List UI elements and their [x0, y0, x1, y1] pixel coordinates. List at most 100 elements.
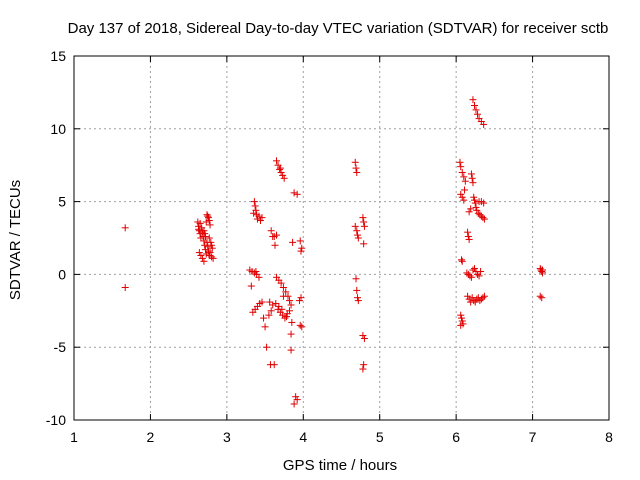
- data-point: [251, 202, 259, 210]
- data-point: [458, 168, 466, 176]
- data-point: [205, 217, 213, 225]
- data-point: [469, 266, 477, 274]
- data-point: [205, 247, 213, 255]
- chart-title: Day 137 of 2018, Sidereal Day-to-day VTE…: [68, 20, 609, 37]
- data-point: [471, 298, 479, 306]
- data-point: [203, 211, 211, 219]
- x-axis-label: GPS time / hours: [283, 457, 397, 474]
- y-tick-label: -5: [54, 339, 67, 355]
- data-point: [457, 163, 465, 171]
- x-tick-label: 8: [605, 429, 613, 445]
- data-point: [457, 190, 465, 198]
- data-point: [470, 265, 478, 273]
- data-point: [208, 253, 216, 261]
- data-point: [272, 300, 280, 308]
- data-point: [457, 321, 465, 329]
- data-point: [263, 343, 271, 351]
- data-point: [477, 295, 485, 303]
- data-point: [352, 164, 360, 172]
- data-point: [473, 206, 481, 214]
- y-tick-label: -10: [46, 412, 66, 428]
- data-point: [290, 400, 298, 408]
- data-point: [353, 168, 361, 176]
- data-point: [464, 270, 472, 278]
- data-point: [359, 214, 367, 222]
- data-point: [465, 295, 473, 303]
- data-point: [468, 294, 476, 302]
- data-point: [474, 270, 482, 278]
- data-point: [472, 203, 480, 211]
- data-point: [286, 297, 294, 305]
- data-point: [267, 307, 275, 315]
- data-point: [197, 251, 205, 259]
- data-point: [277, 279, 285, 287]
- data-point: [360, 334, 368, 342]
- data-point: [475, 272, 483, 280]
- y-tick-label: 0: [58, 266, 66, 282]
- data-point: [353, 286, 361, 294]
- data-point: [457, 314, 465, 322]
- data-point: [354, 231, 362, 239]
- data-point: [538, 267, 546, 275]
- y-tick-label: 10: [50, 121, 66, 137]
- data-point: [277, 168, 285, 176]
- data-point: [480, 199, 488, 207]
- data-point: [269, 233, 277, 241]
- data-point: [200, 257, 208, 265]
- data-point: [288, 318, 296, 326]
- x-tick-label: 3: [223, 429, 231, 445]
- data-point: [286, 307, 294, 315]
- y-axis-label: SDTVAR / TECUs: [7, 180, 24, 300]
- x-tick-label: 6: [452, 429, 460, 445]
- data-point: [298, 323, 306, 331]
- data-point: [270, 361, 278, 369]
- data-point: [267, 227, 275, 235]
- data-point: [296, 321, 304, 329]
- data-point: [282, 288, 290, 296]
- data-point: [293, 190, 301, 198]
- data-point: [460, 173, 468, 181]
- data-point: [207, 238, 215, 246]
- data-point: [465, 235, 473, 243]
- data-point: [206, 249, 214, 257]
- data-point: [247, 282, 255, 290]
- data-point: [351, 158, 359, 166]
- data-point: [200, 227, 208, 235]
- data-point: [479, 294, 487, 302]
- data-point: [470, 193, 478, 201]
- data-point: [201, 230, 209, 238]
- data-point: [295, 297, 303, 305]
- data-point: [536, 292, 544, 300]
- data-point: [470, 196, 478, 204]
- data-point: [460, 196, 468, 204]
- data-point: [351, 222, 359, 230]
- data-point: [477, 267, 485, 275]
- data-point: [293, 396, 301, 404]
- data-point: [201, 233, 209, 241]
- data-point: [281, 314, 289, 322]
- data-point: [195, 249, 203, 257]
- grid: [74, 56, 609, 420]
- data-point: [471, 199, 479, 207]
- data-point: [208, 241, 216, 249]
- data-point: [205, 234, 213, 242]
- data-point: [354, 294, 362, 302]
- x-tick-label: 1: [70, 429, 78, 445]
- axis-ticks: 1 2 3 4 5 6 7 8 -10 -5 0 5 10 15: [46, 48, 613, 445]
- data-point: [352, 275, 360, 283]
- data-point: [359, 365, 367, 373]
- data-point: [271, 241, 279, 249]
- data-point: [461, 186, 469, 194]
- data-point: [298, 244, 306, 252]
- data-point: [258, 214, 266, 222]
- data-point: [255, 273, 263, 281]
- data-point: [469, 96, 477, 104]
- data-point: [256, 217, 264, 225]
- data-point: [275, 302, 283, 310]
- data-point: [354, 234, 362, 242]
- data-point: [458, 317, 466, 325]
- data-point: [282, 313, 290, 321]
- data-point: [360, 218, 368, 226]
